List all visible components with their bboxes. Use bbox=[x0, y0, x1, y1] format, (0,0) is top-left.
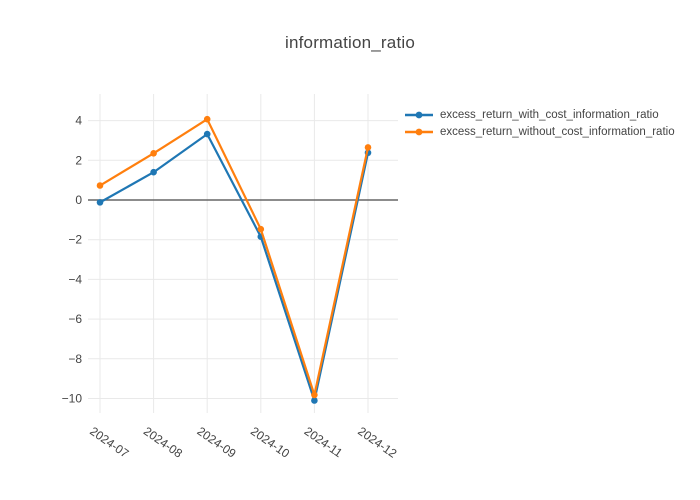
y-tick-label: −6 bbox=[68, 312, 82, 326]
y-tick-label: −10 bbox=[62, 392, 83, 406]
y-tick-label: −2 bbox=[68, 233, 82, 247]
series-line[interactable] bbox=[98, 132, 370, 402]
x-tick-label: 2024-07 bbox=[87, 424, 131, 461]
data-point[interactable] bbox=[364, 144, 372, 151]
chart-title: information_ratio bbox=[284, 33, 416, 52]
y-tick-label: 4 bbox=[75, 114, 82, 128]
data-point[interactable] bbox=[96, 182, 104, 189]
legend-label-without-cost: excess_return_without_cost_information_r… bbox=[440, 125, 675, 138]
x-tick-label: 2024-08 bbox=[141, 424, 185, 461]
data-point[interactable] bbox=[311, 397, 318, 404]
y-tick-label: 2 bbox=[75, 153, 82, 167]
data-point[interactable] bbox=[203, 115, 211, 123]
y-tick-label: 0 bbox=[75, 193, 82, 207]
legend: excess_return_with_cost_information_rati… bbox=[404, 106, 675, 140]
data-point[interactable] bbox=[311, 391, 318, 399]
data-point[interactable] bbox=[257, 225, 265, 233]
x-tick-label: 2024-10 bbox=[248, 424, 292, 461]
y-tick-label: −4 bbox=[68, 272, 82, 286]
x-tick-label: 2024-09 bbox=[194, 424, 238, 461]
legend-line-marker-icon bbox=[405, 128, 433, 135]
legend-label-with-cost: excess_return_with_cost_information_rati… bbox=[440, 108, 659, 121]
data-point[interactable] bbox=[150, 168, 157, 176]
x-tick-label: 2024-12 bbox=[355, 424, 399, 461]
legend-line-marker-icon bbox=[405, 111, 433, 118]
legend-item-with-cost[interactable]: excess_return_with_cost_information_rati… bbox=[404, 106, 675, 123]
x-tick-label: 2024-11 bbox=[302, 424, 346, 460]
data-point[interactable] bbox=[96, 199, 104, 206]
y-tick-label: −8 bbox=[68, 352, 82, 366]
data-point[interactable] bbox=[203, 130, 211, 138]
series-line[interactable] bbox=[98, 118, 370, 397]
data-point[interactable] bbox=[150, 150, 157, 157]
legend-item-without-cost[interactable]: excess_return_without_cost_information_r… bbox=[404, 123, 675, 140]
